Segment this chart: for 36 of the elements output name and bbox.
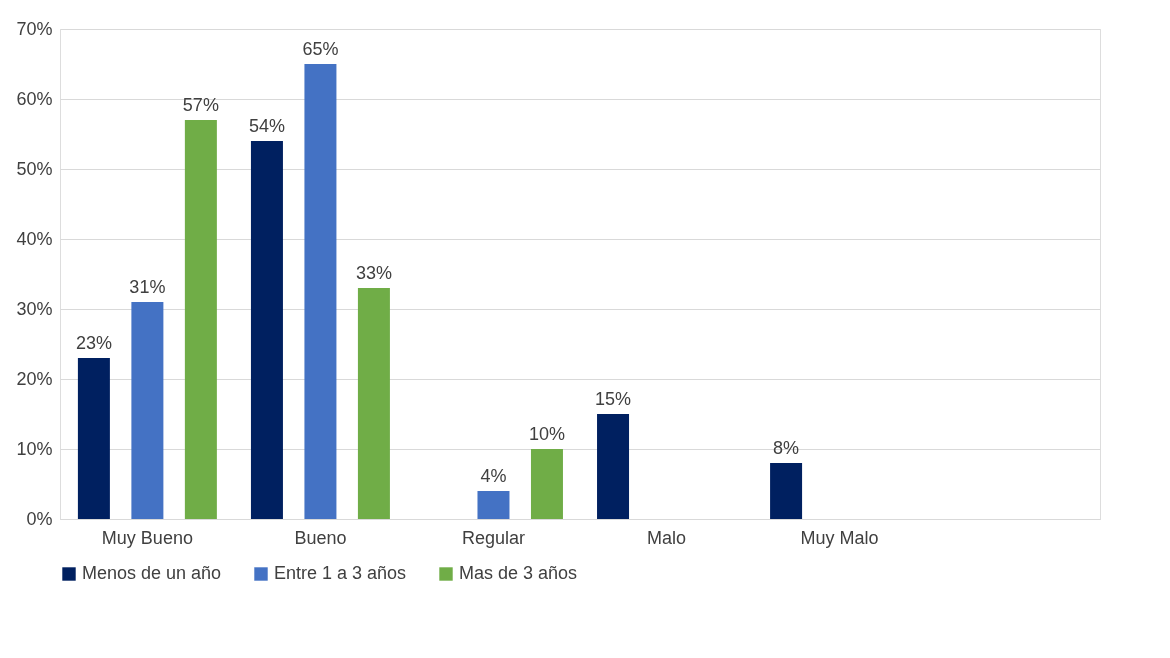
y-tick-label: 10% xyxy=(16,438,53,459)
y-tick-label: 0% xyxy=(26,508,53,529)
data-label: 4% xyxy=(480,466,507,486)
data-label: 54% xyxy=(248,116,285,136)
data-label: 23% xyxy=(75,333,112,353)
data-label: 65% xyxy=(302,39,339,59)
x-tick-label: Bueno xyxy=(294,527,347,548)
bar xyxy=(530,449,563,519)
legend-label: Mas de 3 años xyxy=(459,563,578,583)
data-label: 33% xyxy=(355,263,392,283)
y-tick-label: 70% xyxy=(16,18,53,39)
data-label: 15% xyxy=(595,389,632,409)
x-tick-label: Muy Bueno xyxy=(101,527,193,548)
y-tick-label: 30% xyxy=(16,298,53,319)
bar xyxy=(304,64,337,519)
bar xyxy=(77,358,110,519)
bar xyxy=(770,463,803,519)
data-label: 8% xyxy=(773,438,800,458)
x-tick-label: Malo xyxy=(647,527,687,548)
data-label: 31% xyxy=(129,277,166,297)
legend-label: Menos de un año xyxy=(82,563,222,583)
bar xyxy=(131,302,164,519)
x-tick-label: Regular xyxy=(461,527,525,548)
data-label: 10% xyxy=(528,424,565,444)
bar xyxy=(184,120,217,519)
legend-label: Entre 1 a 3 años xyxy=(274,563,407,583)
data-label: 57% xyxy=(182,95,219,115)
bar xyxy=(477,491,510,519)
bar xyxy=(250,141,283,519)
y-tick-label: 40% xyxy=(16,228,53,249)
bar xyxy=(597,414,630,519)
y-tick-label: 50% xyxy=(16,158,53,179)
y-tick-label: 60% xyxy=(16,88,53,109)
y-tick-label: 20% xyxy=(16,368,53,389)
x-tick-label: Muy Malo xyxy=(800,527,879,548)
bar xyxy=(357,288,390,519)
